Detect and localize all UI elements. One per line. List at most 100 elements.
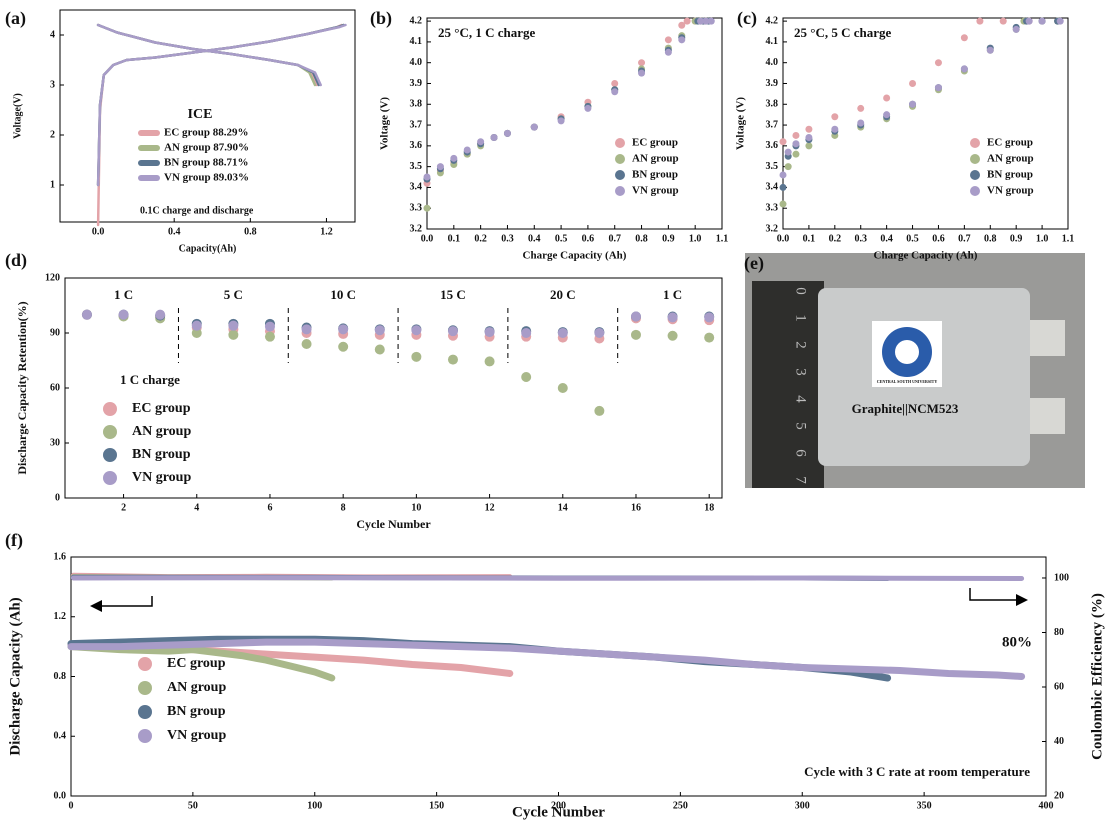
data-point [779, 200, 787, 208]
legend-swatch [138, 145, 160, 151]
ruler-digit: 5 [793, 422, 809, 430]
data-point [557, 383, 568, 393]
x-tick-label: 0.6 [932, 233, 945, 244]
efficiency-line [70, 575, 1025, 581]
legend-marker [138, 657, 152, 671]
data-point [447, 326, 458, 337]
data-point [118, 309, 129, 320]
legend-label: VN group [167, 728, 226, 743]
data-point [484, 356, 495, 367]
data-point [557, 117, 565, 125]
annotation: 0.1C charge and discharge [140, 205, 254, 216]
legend-label: BN group [167, 704, 226, 719]
y2-tick-label: 60 [1054, 681, 1064, 692]
y-tick-label: 3.5 [766, 161, 779, 172]
x-tick-label: 1.0 [1036, 233, 1049, 244]
x-tick-label: 0.5 [906, 233, 919, 244]
legend-swatch [138, 175, 160, 181]
legend-swatch [138, 130, 160, 136]
x-tick-label: 6 [267, 502, 272, 513]
data-point [986, 46, 994, 54]
x-tick-label: 250 [673, 800, 688, 811]
data-point [678, 21, 686, 29]
legend-label: VN group [632, 185, 679, 197]
legend-marker [138, 729, 152, 743]
data-point [704, 312, 715, 323]
data-point [191, 328, 202, 338]
x-tick-label: 300 [795, 800, 810, 811]
annotation: 25 °C, 1 C charge [438, 25, 535, 40]
series-line [96, 23, 347, 187]
ruler [752, 281, 824, 488]
cell-caption: Graphite||NCM523 [852, 401, 959, 416]
data-point [594, 328, 605, 338]
x-tick-label: 0.0 [777, 233, 790, 244]
ruler-digit: 4 [793, 395, 809, 403]
data-point [301, 324, 312, 335]
data-point [228, 329, 239, 340]
series-line [96, 23, 343, 227]
x-tick-label: 0.8 [244, 226, 257, 237]
data-point [638, 59, 646, 67]
legend-label: AN group 87.90% [164, 142, 249, 154]
ruler-digit: 2 [793, 341, 809, 349]
legend-label: AN group [632, 153, 679, 165]
legend-label: AN group [167, 680, 226, 695]
y-tick-label: 3.2 [766, 223, 779, 234]
y-tick-label: 3.6 [410, 140, 423, 151]
data-point [792, 150, 800, 158]
y-tick-label: 120 [45, 272, 60, 283]
legend-label: BN group [132, 447, 191, 462]
legend-label: EC group [632, 137, 678, 149]
data-point [611, 79, 619, 87]
legend-label: AN group [987, 153, 1034, 165]
y2-tick-label: 40 [1054, 736, 1064, 747]
data-point [779, 171, 787, 179]
data-point [436, 163, 444, 171]
data-point [411, 351, 422, 362]
ruler-digit: 3 [793, 368, 809, 376]
data-point [909, 100, 917, 108]
data-point [463, 146, 471, 154]
tab [1030, 398, 1065, 434]
data-point [423, 173, 431, 181]
x-tick-label: 0.9 [662, 233, 675, 244]
plot-frame [59, 9, 356, 223]
y-tick-label: 3.3 [766, 203, 779, 214]
y-axis-label: Voltage (V) [735, 97, 747, 150]
x-axis-label: Charge Capacity (Ah) [523, 250, 627, 262]
legend-marker [103, 425, 117, 439]
y-tick-label: 0.8 [54, 671, 67, 682]
data-point [503, 129, 511, 137]
legend-label: VN group 89.03% [164, 172, 249, 184]
x-tick-label: 100 [307, 800, 322, 811]
y2-tick-label: 100 [1054, 572, 1069, 583]
legend-marker [103, 402, 117, 416]
plot-frame [70, 556, 1047, 797]
y-tick-label: 90 [50, 327, 60, 338]
data-point [707, 17, 715, 25]
panel-label: (b) [370, 8, 392, 29]
data-point [1025, 17, 1033, 25]
data-point [934, 59, 942, 67]
photo-panel: CENTRAL SOUTH UNIVERSITY Graphite||NCM52… [744, 253, 1085, 488]
data-point [423, 204, 431, 212]
y-tick-label: 1.2 [54, 611, 67, 622]
arrow [92, 596, 153, 607]
x-axis-label: Capacity(Ah) [179, 243, 237, 254]
y-tick-label: 3.4 [766, 182, 779, 193]
x-axis-label: Cycle Number [356, 517, 431, 531]
legend-marker [103, 471, 117, 485]
y-tick-label: 3.5 [410, 161, 423, 172]
data-point [155, 309, 166, 320]
rate-label: 1 C [114, 287, 133, 302]
x-tick-label: 12 [485, 502, 495, 513]
data-point [81, 309, 92, 320]
y-tick-label: 2 [50, 129, 55, 140]
data-point [484, 327, 495, 338]
data-point [630, 329, 641, 340]
data-point [338, 324, 349, 335]
panel-label: (e) [744, 253, 764, 274]
data-point [883, 111, 891, 119]
x-tick-label: 50 [188, 800, 198, 811]
